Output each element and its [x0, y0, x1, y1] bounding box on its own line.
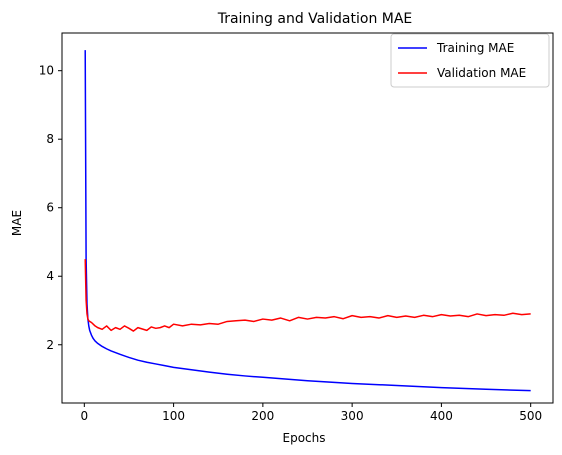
legend-label-training: Training MAE — [436, 41, 514, 55]
legend: Training MAE Validation MAE — [390, 33, 550, 88]
x-tick-label: 300 — [341, 409, 364, 423]
y-tick-label: 4 — [46, 269, 54, 283]
x-tick-label: 200 — [251, 409, 274, 423]
plot-area — [84, 50, 531, 392]
series-line-validation — [84, 259, 531, 332]
x-tick-label: 100 — [162, 409, 185, 423]
x-tick-label: 400 — [430, 409, 453, 423]
axes-frame — [61, 32, 554, 404]
x-tick-label: 500 — [519, 409, 542, 423]
axes: 0 100 200 300 400 500 2 4 6 8 10 — [39, 32, 554, 423]
y-tick-label: 6 — [46, 201, 54, 215]
x-axis-label: Epochs — [283, 431, 326, 445]
x-tick-label: 0 — [80, 409, 88, 423]
y-tick-label: 2 — [46, 338, 54, 352]
chart-title: Training and Validation MAE — [217, 11, 413, 27]
y-tick-label: 8 — [46, 132, 54, 146]
series-line-training — [84, 50, 531, 392]
legend-box — [390, 33, 550, 88]
y-axis-label: MAE — [10, 210, 24, 236]
legend-label-validation: Validation MAE — [437, 66, 526, 80]
y-tick-label: 10 — [39, 64, 54, 78]
